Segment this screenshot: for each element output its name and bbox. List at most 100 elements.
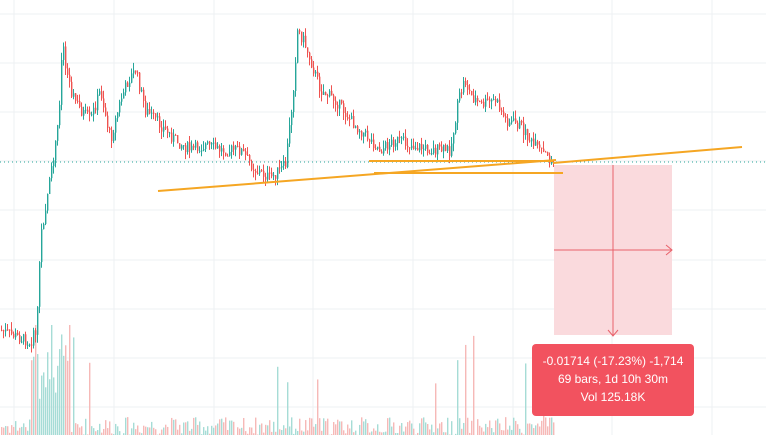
- volume-bar: [95, 431, 97, 435]
- candle-body: [3, 330, 5, 332]
- volume-bar: [21, 426, 23, 435]
- candle-body: [97, 94, 99, 111]
- volume-bar: [547, 426, 549, 435]
- candle-body: [467, 85, 469, 90]
- candle-body: [235, 145, 237, 150]
- volume-bar: [99, 423, 101, 435]
- volume-bar: [287, 382, 289, 435]
- candle-body: [423, 148, 425, 150]
- volume-bar: [359, 424, 361, 435]
- volume-bar: [291, 417, 293, 435]
- volume-bar: [413, 428, 415, 435]
- volume-bar: [159, 433, 161, 435]
- candle-body: [257, 172, 259, 174]
- volume-bar: [187, 421, 189, 435]
- volume-bar: [531, 424, 533, 435]
- volume-bar: [173, 419, 175, 435]
- candle-body: [405, 136, 407, 146]
- volume-bar: [215, 425, 217, 435]
- volume-bar: [307, 430, 309, 435]
- volume-bar: [301, 430, 303, 435]
- candle-body: [231, 145, 233, 152]
- volume-bar: [299, 418, 301, 435]
- volume-bar: [51, 325, 53, 435]
- volume-bar: [533, 428, 535, 435]
- volume-bar: [139, 432, 141, 435]
- volume-bar: [45, 387, 47, 435]
- volume-bar: [521, 432, 523, 435]
- volume-bar: [37, 354, 39, 435]
- candle-body: [391, 139, 393, 146]
- candle-body: [495, 99, 497, 103]
- volume-bar: [179, 424, 181, 435]
- volume-bar: [541, 420, 543, 435]
- candle-body: [481, 101, 483, 103]
- candle-body: [243, 148, 245, 152]
- volume-bar: [451, 421, 453, 435]
- volume-bar: [49, 379, 51, 435]
- volume-bar: [231, 420, 233, 435]
- volume-bar: [481, 427, 483, 435]
- volume-bar: [431, 424, 433, 435]
- volume-bar: [429, 429, 431, 435]
- candle-body: [227, 155, 229, 157]
- candle-body: [539, 144, 541, 148]
- volume-bar: [365, 419, 367, 435]
- candle-body: [289, 125, 291, 144]
- candle-body: [5, 329, 7, 332]
- volume-bar: [227, 429, 229, 435]
- candle-body: [269, 172, 271, 174]
- candle-body: [373, 139, 375, 149]
- support-trend-line[interactable]: [157, 159, 557, 192]
- candle-body: [93, 107, 95, 115]
- volume-bar: [73, 337, 75, 435]
- candle-body: [85, 109, 87, 111]
- volume-bar: [261, 423, 263, 435]
- volume-bar: [269, 420, 271, 435]
- measurement-box[interactable]: [554, 165, 673, 337]
- candle-body: [241, 148, 243, 155]
- volume-bar: [499, 423, 501, 435]
- volume-bar: [59, 349, 61, 435]
- volume-bar: [517, 424, 519, 435]
- volume-bar: [351, 420, 353, 435]
- candle-body: [431, 153, 433, 155]
- volume-bar: [321, 430, 323, 435]
- candle-body: [197, 142, 199, 151]
- measurement-down-arrowhead: [607, 329, 619, 337]
- volume-bar: [355, 430, 357, 435]
- volume-bar: [441, 422, 443, 435]
- candle-body: [213, 142, 215, 144]
- volume-bar: [285, 428, 287, 435]
- candle-body: [161, 127, 163, 132]
- measurement-right-arrowhead: [665, 244, 673, 256]
- volume-bar: [181, 433, 183, 435]
- candle-body: [435, 147, 437, 155]
- candle-body: [165, 126, 167, 129]
- candle-body: [249, 155, 251, 162]
- candle-body: [411, 145, 413, 149]
- candle-body: [291, 111, 293, 126]
- volume-bar: [117, 426, 119, 435]
- volume-bar: [341, 421, 343, 435]
- rising-trend-line[interactable]: [552, 146, 743, 164]
- candle-body: [457, 100, 459, 123]
- candle-body: [369, 139, 371, 142]
- volume-bar: [549, 417, 551, 435]
- candle-body: [527, 129, 529, 141]
- volume-bar: [513, 417, 515, 435]
- candle-body: [125, 82, 127, 93]
- volume-bar: [539, 426, 541, 435]
- drawing-lines[interactable]: [157, 146, 743, 192]
- candle-body: [145, 100, 147, 115]
- candle-body: [513, 118, 515, 121]
- candle-body: [111, 130, 113, 142]
- volume-bar: [239, 428, 241, 435]
- candle-body: [163, 126, 165, 132]
- candle-body: [207, 141, 209, 144]
- volume-bar: [491, 428, 493, 435]
- candle-body: [149, 109, 151, 114]
- volume-bar: [483, 431, 485, 435]
- volume-bar: [511, 429, 513, 435]
